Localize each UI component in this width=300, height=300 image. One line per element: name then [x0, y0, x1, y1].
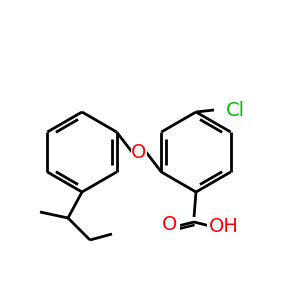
Text: OH: OH [209, 217, 239, 236]
Text: Cl: Cl [226, 100, 245, 119]
Text: O: O [131, 142, 147, 161]
Text: O: O [162, 215, 178, 235]
